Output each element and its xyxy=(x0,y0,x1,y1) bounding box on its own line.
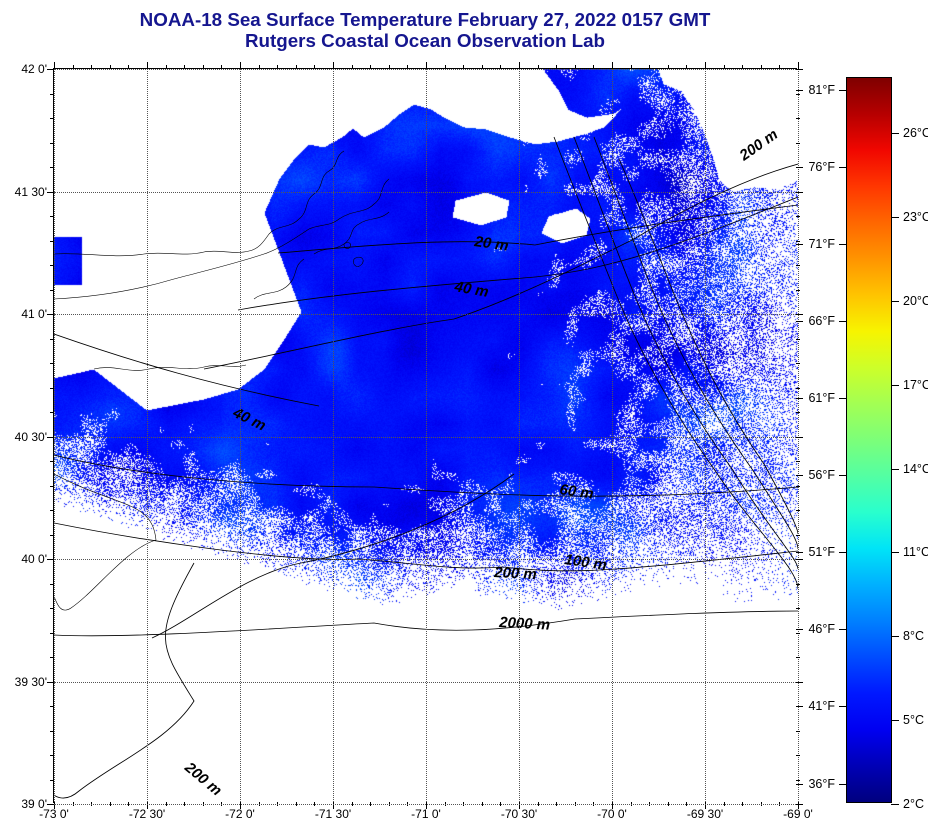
svg-text:200 m: 200 m xyxy=(736,126,781,165)
svg-text:40 m: 40 m xyxy=(229,404,268,435)
svg-text:20 m: 20 m xyxy=(472,233,509,255)
svg-text:200 m: 200 m xyxy=(181,758,225,799)
svg-text:2000 m: 2000 m xyxy=(498,614,551,634)
svg-text:60 m: 60 m xyxy=(558,481,594,503)
svg-text:200 m: 200 m xyxy=(493,564,537,583)
